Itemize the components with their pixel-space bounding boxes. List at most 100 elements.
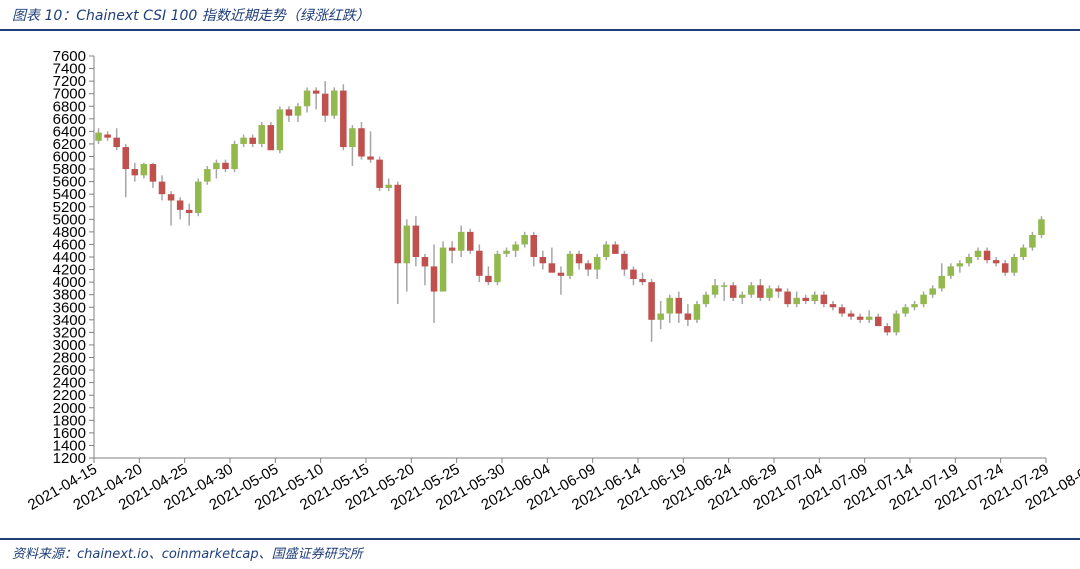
candle xyxy=(548,247,556,273)
candle xyxy=(856,313,864,323)
candle xyxy=(766,285,773,301)
y-tick-label: 4600 xyxy=(53,236,86,253)
candle xyxy=(902,304,909,317)
y-tick-label: 1600 xyxy=(53,425,86,442)
candle xyxy=(974,247,982,261)
candle xyxy=(303,87,311,113)
candle-body xyxy=(621,253,628,270)
candle xyxy=(802,294,809,305)
candle-body xyxy=(802,297,809,301)
candle xyxy=(820,291,828,308)
candle-body xyxy=(485,275,492,283)
y-tick-label: 4200 xyxy=(53,262,86,279)
y-tick-label: 7000 xyxy=(53,86,86,103)
candle xyxy=(376,156,383,192)
candle xyxy=(920,291,927,308)
candle xyxy=(158,175,166,201)
candle xyxy=(485,266,492,286)
candle-body xyxy=(775,288,782,292)
candle-body xyxy=(648,282,655,320)
y-tick-label: 6200 xyxy=(53,136,86,153)
candle-body xyxy=(584,263,592,270)
candle xyxy=(648,278,655,342)
candle-body xyxy=(476,250,483,276)
y-tick-label: 5000 xyxy=(53,211,86,228)
candle-body xyxy=(992,260,1000,264)
candle xyxy=(358,121,365,160)
candle-body xyxy=(557,272,565,276)
candle xyxy=(476,244,483,283)
candle-body xyxy=(1029,235,1036,248)
candle xyxy=(621,250,628,276)
candle xyxy=(385,178,392,192)
y-tick-label: 6800 xyxy=(53,98,86,115)
candle xyxy=(222,159,229,173)
candle xyxy=(992,257,1000,267)
candle xyxy=(131,162,139,182)
candle-body xyxy=(784,291,791,305)
candle-body xyxy=(267,125,275,151)
candle xyxy=(231,140,238,173)
candle xyxy=(666,294,673,323)
candle xyxy=(693,300,701,323)
candle-body xyxy=(185,209,193,214)
candle xyxy=(249,134,256,148)
candle xyxy=(539,250,547,270)
candle xyxy=(430,244,438,323)
candle xyxy=(566,250,574,279)
y-tick-label: 2200 xyxy=(53,387,86,404)
candle-body xyxy=(95,132,102,141)
candle-body xyxy=(875,316,882,327)
candle xyxy=(140,162,148,179)
candle-body xyxy=(222,162,229,170)
candle-body xyxy=(539,257,547,264)
candle-body xyxy=(331,90,338,116)
candle xyxy=(575,250,583,270)
candle xyxy=(720,282,728,301)
candle-body xyxy=(1020,247,1027,257)
candle xyxy=(593,253,601,279)
footer-rule xyxy=(0,538,1080,540)
candle xyxy=(748,282,755,298)
candle xyxy=(1038,216,1045,239)
candle-body xyxy=(312,90,320,94)
candle xyxy=(321,81,329,122)
y-tick-label: 7600 xyxy=(53,48,86,65)
y-tick-label: 1800 xyxy=(53,412,86,429)
y-tick-label: 2000 xyxy=(53,400,86,417)
candle xyxy=(503,247,510,257)
candle xyxy=(775,285,782,298)
candle-body xyxy=(612,244,619,254)
candle xyxy=(584,260,592,276)
y-tick-label: 7400 xyxy=(53,61,86,78)
candle-body xyxy=(675,297,683,314)
candle xyxy=(612,241,619,254)
candle xyxy=(711,278,719,298)
candle-body xyxy=(711,285,719,295)
candle-body xyxy=(720,285,728,287)
candle-body xyxy=(467,231,474,251)
y-tick-label: 1400 xyxy=(53,437,86,454)
candle-body xyxy=(856,316,864,320)
candle-body xyxy=(231,143,238,170)
candle xyxy=(947,263,955,279)
candle-body xyxy=(1038,219,1045,236)
candle xyxy=(1020,244,1027,261)
candle-body xyxy=(739,294,746,298)
candle xyxy=(630,266,637,286)
candle-body xyxy=(195,181,202,214)
y-tick-label: 5200 xyxy=(53,199,86,216)
candle xyxy=(884,322,891,336)
candle xyxy=(729,282,737,301)
y-tick-label: 3600 xyxy=(53,299,86,316)
candle xyxy=(929,285,936,298)
candle xyxy=(702,291,710,308)
candlestick-chart: 1200140016001800200022002400260028003000… xyxy=(25,48,1080,514)
candle xyxy=(267,121,275,151)
candle-body xyxy=(403,225,411,264)
candle xyxy=(847,310,855,320)
candle-body xyxy=(566,253,574,276)
candle xyxy=(195,178,202,217)
candle-body xyxy=(149,164,157,182)
candle xyxy=(412,216,420,267)
